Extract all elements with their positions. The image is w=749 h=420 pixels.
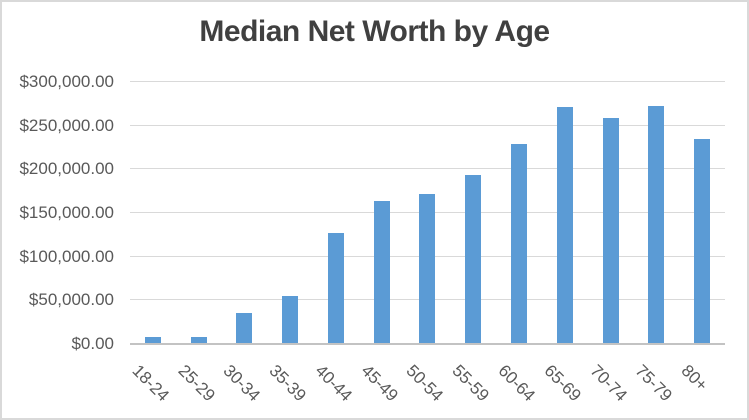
x-slot-45-49: 45-49	[357, 350, 405, 418]
bar-80+	[694, 138, 711, 344]
x-tick-label: 65-69	[540, 361, 585, 406]
x-slot-60-64: 60-64	[494, 350, 542, 418]
bar-70-74	[602, 118, 619, 344]
x-slot-35-39: 35-39	[265, 350, 313, 418]
y-tick-label: $200,000.00	[19, 159, 114, 179]
x-tick-label: 35-39	[265, 361, 310, 406]
bar-slot-40-44	[313, 82, 359, 344]
bar-slot-55-59	[450, 82, 496, 344]
gridline	[130, 124, 725, 126]
x-tick-label: 30-34	[219, 361, 265, 406]
x-slot-18-24: 18-24	[128, 350, 176, 418]
plot-area	[130, 81, 725, 345]
y-tick-label: $50,000.00	[28, 290, 114, 310]
bar-75-79	[648, 105, 665, 344]
x-tick-label: 50-54	[403, 361, 448, 406]
bar-slot-45-49	[359, 82, 405, 344]
bar-slot-50-54	[405, 82, 451, 344]
x-tick-label: 60-64	[494, 361, 539, 406]
x-slot-30-34: 30-34	[219, 350, 268, 418]
x-tick-label: 18-24	[128, 361, 173, 406]
bar-30-34	[236, 313, 253, 344]
y-axis: $0.00 $50,000.00 $100,000.00 $150,000.00 $20…	[2, 72, 114, 353]
gridline	[130, 168, 725, 170]
x-tick-label: 80+	[677, 361, 712, 395]
bar-18-24	[144, 336, 161, 344]
bar-slot-65-69	[542, 82, 588, 344]
bar-40-44	[327, 232, 344, 344]
bar-60-64	[511, 144, 527, 344]
x-slot-50-54: 50-54	[403, 350, 451, 418]
x-slot-65-69: 65-69	[540, 350, 588, 418]
x-slot-40-44: 40-44	[311, 350, 359, 418]
bar-series	[130, 82, 725, 344]
bar-slot-18-24	[130, 82, 176, 344]
bar-65-69	[556, 106, 573, 344]
y-tick-label: $0.00	[71, 334, 114, 353]
bar-50-54	[419, 194, 436, 344]
y-tick-label: $250,000.00	[19, 115, 114, 135]
x-slot-55-59: 55-59	[448, 350, 496, 418]
bar-slot-80+	[679, 82, 725, 344]
bar-slot-70-74	[588, 82, 634, 344]
bar-slot-30-34	[222, 82, 268, 344]
bar-slot-75-79	[633, 82, 679, 344]
bar-slot-25-29	[176, 82, 222, 344]
y-tick-label: $100,000.00	[19, 246, 114, 266]
gridline	[130, 81, 725, 82]
bar-35-39	[282, 295, 299, 344]
x-tick-label: 25-29	[174, 361, 219, 406]
x-axis-line	[130, 343, 725, 345]
x-slot-80+: 80+	[677, 350, 725, 418]
chart-title: Median Net Worth by Age	[199, 15, 550, 48]
x-tick-label: 40-44	[311, 361, 356, 406]
x-slot-75-79: 75-79	[631, 350, 679, 418]
x-tick-label: 55-59	[448, 361, 493, 406]
bar-slot-35-39	[267, 82, 313, 344]
x-slot-70-74: 70-74	[586, 350, 634, 418]
x-axis: 18-24 25-29 30-34 35-39 40-44 45-49 50-54 55-59…	[128, 350, 725, 418]
x-tick-label: 70-74	[586, 361, 631, 406]
bar-55-59	[465, 174, 482, 344]
y-tick-label: $300,000.00	[19, 72, 114, 91]
bar-25-29	[190, 337, 207, 344]
bar-45-49	[373, 200, 390, 344]
x-slot-25-29: 25-29	[174, 350, 222, 418]
y-tick-label: $150,000.00	[19, 203, 114, 222]
bar-slot-60-64	[496, 82, 542, 344]
x-tick-label: 75-79	[631, 361, 677, 406]
x-tick-label: 45-49	[357, 361, 402, 406]
